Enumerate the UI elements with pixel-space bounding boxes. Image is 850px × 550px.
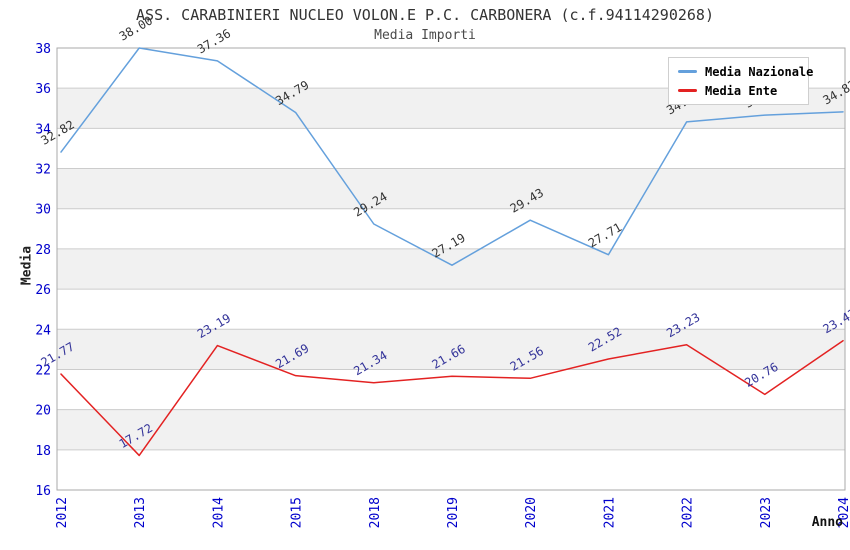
y-tick-label: 26 <box>35 283 51 298</box>
x-tick-label: 2015 <box>290 497 305 528</box>
y-tick-label: 30 <box>35 203 51 218</box>
x-tick-label: 2020 <box>524 497 539 528</box>
y-tick-label: 38 <box>35 42 51 57</box>
plot-band <box>57 168 845 209</box>
x-tick-label: 2021 <box>602 497 617 528</box>
x-tick-label: 2013 <box>133 497 148 528</box>
plot-band <box>57 128 845 169</box>
chart-subtitle: Media Importi <box>374 28 476 43</box>
chart-title: ASS. CARABINIERI NUCLEO VOLON.E P.C. CAR… <box>136 6 714 24</box>
x-tick-label: 2014 <box>211 497 226 528</box>
plot-band <box>57 248 845 290</box>
x-tick-label: 2018 <box>368 497 383 528</box>
x-axis-title: Anno <box>811 515 843 530</box>
line-swatch-nazionale-icon <box>678 70 697 73</box>
x-tick-label: 2019 <box>446 497 461 528</box>
y-tick-label: 28 <box>35 243 51 258</box>
plot-band <box>57 289 845 330</box>
y-tick-label: 36 <box>35 82 51 97</box>
series-line-media-nazionale <box>60 47 844 266</box>
plot-band <box>57 208 845 249</box>
legend: Media Nazionale Media Ente <box>668 57 813 105</box>
y-tick-label: 18 <box>35 444 51 459</box>
y-tick-label: 20 <box>35 404 51 419</box>
plot-band <box>57 409 845 450</box>
y-tick-label: 22 <box>35 363 51 378</box>
x-tick-label: 2023 <box>759 497 774 528</box>
line-swatch-ente-icon <box>678 89 697 92</box>
x-tick-label: 2012 <box>55 497 70 528</box>
y-tick-label: 32 <box>35 163 51 178</box>
y-tick-label: 34 <box>35 122 51 137</box>
y-tick-label: 24 <box>35 323 51 338</box>
series-line-media-ente <box>60 339 844 457</box>
data-label-media-nazionale: 38.00 <box>117 13 155 43</box>
y-axis-title: Media <box>19 245 35 286</box>
plot-band <box>57 449 845 490</box>
plot-border <box>56 47 846 491</box>
legend-item-media-nazionale: Media Nazionale <box>678 62 813 81</box>
x-tick-label: 2022 <box>681 497 696 528</box>
legend-label-ente: Media Ente <box>705 83 778 98</box>
legend-label-nazionale: Media Nazionale <box>705 64 814 79</box>
x-tick-label: 2024 <box>837 497 850 528</box>
legend-item-media-ente: Media Ente <box>678 81 802 100</box>
y-tick-label: 16 <box>35 484 51 499</box>
